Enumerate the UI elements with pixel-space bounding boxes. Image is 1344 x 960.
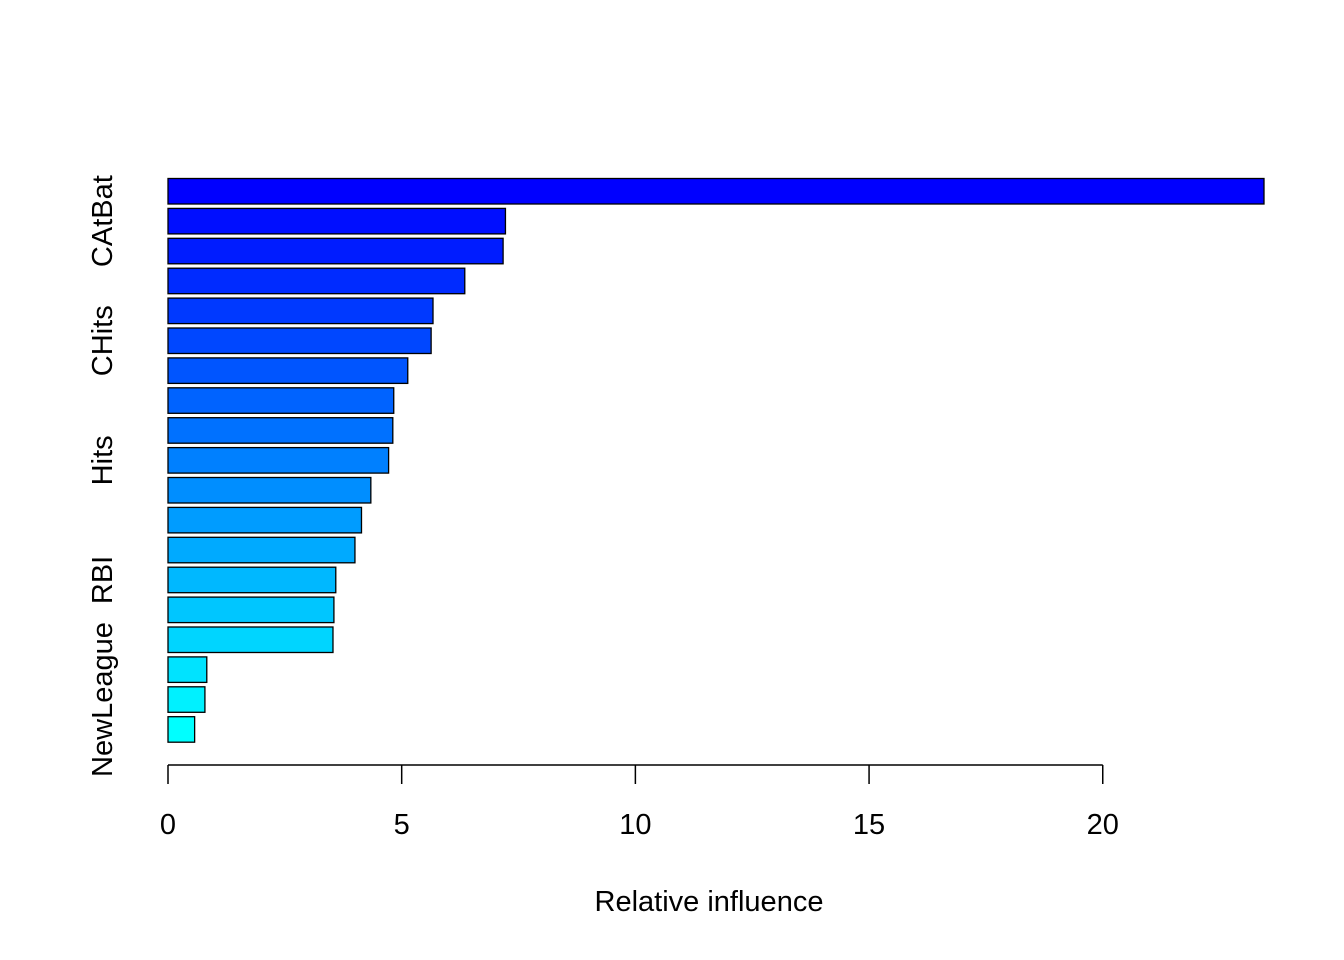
category-label: CAtBat xyxy=(87,175,119,267)
bar xyxy=(167,327,432,355)
category-label: RBI xyxy=(87,556,119,604)
bar xyxy=(167,446,390,474)
x-tick-label: 15 xyxy=(853,809,885,841)
bar xyxy=(167,267,466,295)
bar xyxy=(167,417,394,444)
x-tick-label: 10 xyxy=(619,809,651,841)
x-tick-label: 0 xyxy=(160,809,176,841)
bar xyxy=(167,596,335,624)
x-tick-label: 5 xyxy=(394,809,410,841)
bar xyxy=(167,177,1265,205)
bar xyxy=(167,536,356,564)
bar xyxy=(167,716,196,743)
bar xyxy=(167,686,206,713)
x-axis: 0 5 10 15 20 xyxy=(160,764,1119,841)
bar xyxy=(167,566,337,594)
bar xyxy=(167,626,334,654)
category-label: CHits xyxy=(87,305,119,376)
category-label: Hits xyxy=(87,435,119,485)
category-labels: CAtBat CHits Hits RBI NewLeague xyxy=(87,175,119,777)
bar xyxy=(167,476,372,504)
category-label: NewLeague xyxy=(87,622,119,777)
bar xyxy=(167,387,395,414)
bar xyxy=(167,207,507,235)
bar xyxy=(167,656,208,684)
bar xyxy=(167,297,434,325)
bar xyxy=(167,237,504,265)
bar xyxy=(167,506,363,534)
bar xyxy=(167,357,409,385)
x-tick-label: 20 xyxy=(1087,809,1119,841)
bars-group xyxy=(167,177,1265,743)
x-ticks: 0 5 10 15 20 xyxy=(160,765,1119,841)
x-axis-title: Relative influence xyxy=(595,886,824,918)
